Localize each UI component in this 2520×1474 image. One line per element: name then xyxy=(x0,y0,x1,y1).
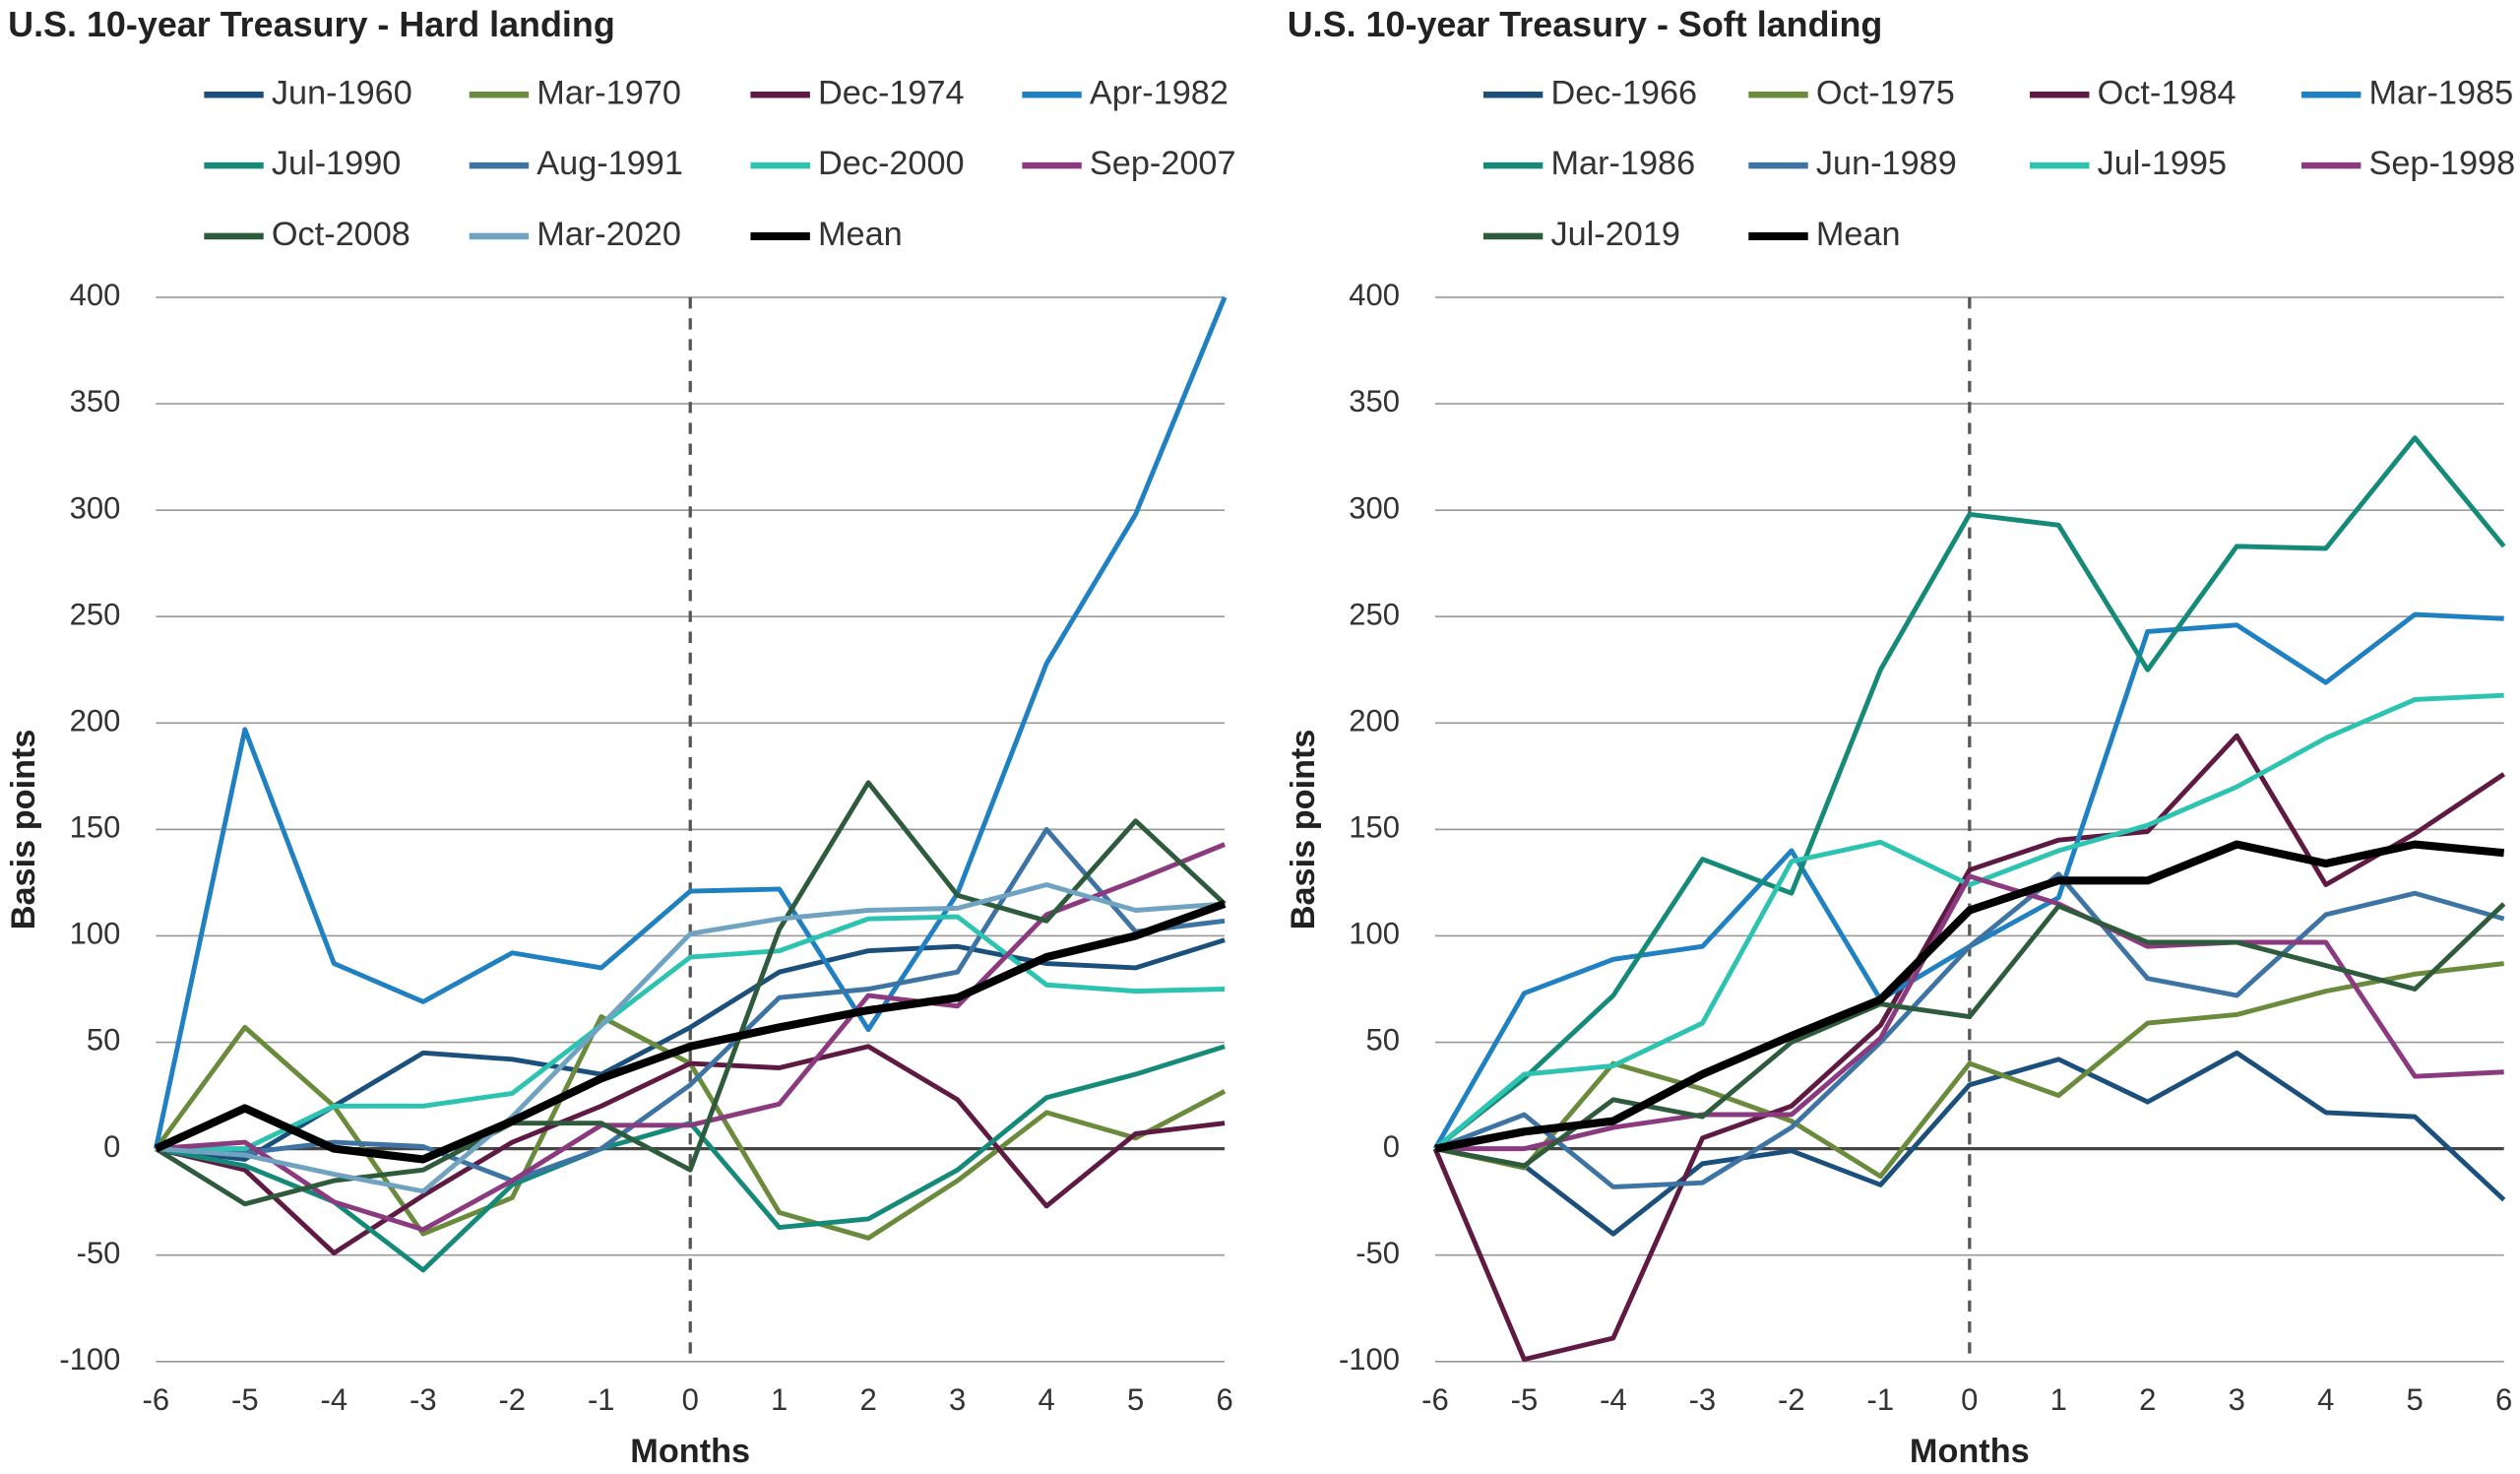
y-tick-label: 150 xyxy=(1349,810,1400,845)
legend-label: Oct-1984 xyxy=(2098,74,2236,111)
x-tick-label: -3 xyxy=(1689,1382,1717,1417)
x-tick-label: 1 xyxy=(2050,1382,2067,1417)
y-tick-label: 400 xyxy=(1349,278,1400,312)
legend-label: Mar-1985 xyxy=(2369,74,2514,111)
legend-label: Dec-1966 xyxy=(1551,74,1698,111)
legend-label: Oct-2008 xyxy=(272,216,410,253)
legend-label: Sep-1998 xyxy=(2369,145,2516,182)
legend-label: Jun-1989 xyxy=(1816,145,1957,182)
series-line xyxy=(1434,1050,2506,1237)
series-line xyxy=(1434,873,2504,1152)
x-tick-label: -4 xyxy=(321,1382,348,1417)
y-tick-label: -50 xyxy=(1355,1236,1400,1270)
y-tick-label: 350 xyxy=(70,384,121,418)
x-tick-label: -1 xyxy=(1867,1382,1895,1417)
y-tick-label: -50 xyxy=(77,1236,121,1270)
x-tick-label: 5 xyxy=(2407,1382,2424,1417)
series-line xyxy=(155,1044,1226,1256)
series-line xyxy=(153,296,1228,1150)
x-tick-label: -2 xyxy=(498,1382,526,1417)
series-line xyxy=(156,914,1226,1152)
y-tick-label: 200 xyxy=(1349,703,1400,737)
x-tick-label: 3 xyxy=(949,1382,966,1417)
legend-label: Sep-2007 xyxy=(1090,145,1236,182)
x-tick-label: 0 xyxy=(682,1382,699,1417)
y-tick-label: 150 xyxy=(70,810,121,845)
legend-label: Jul-2019 xyxy=(1551,216,1680,253)
legend-label: Mean xyxy=(1816,216,1901,253)
legend-label: Jul-1995 xyxy=(2098,145,2227,182)
y-tick-label: -100 xyxy=(59,1342,120,1377)
legend-label: Jul-1990 xyxy=(272,145,401,182)
legend-label: Dec-2000 xyxy=(818,145,965,182)
x-tick-label: 3 xyxy=(2229,1382,2245,1417)
y-tick-label: 50 xyxy=(1366,1023,1401,1057)
x-tick-label: 1 xyxy=(771,1382,788,1417)
x-tick-label: -5 xyxy=(231,1382,259,1417)
y-tick-label: 250 xyxy=(1349,597,1400,631)
legend-label: Mar-2020 xyxy=(536,216,681,253)
x-axis-label: Months xyxy=(630,1433,750,1470)
x-tick-label: -2 xyxy=(1778,1382,1805,1417)
x-tick-label: -5 xyxy=(1511,1382,1539,1417)
x-tick-label: 0 xyxy=(1961,1382,1978,1417)
y-tick-label: 200 xyxy=(70,703,121,737)
series-line xyxy=(1434,902,2506,1169)
y-axis-label: Basis points xyxy=(1285,730,1322,930)
y-axis-label: Basis points xyxy=(5,730,42,930)
series-line xyxy=(154,900,1227,1164)
y-tick-label: 350 xyxy=(1349,384,1400,418)
y-tick-label: 250 xyxy=(70,597,121,631)
legend-label: Apr-1982 xyxy=(1090,74,1228,111)
legend-label: Mar-1986 xyxy=(1551,145,1696,182)
series-line xyxy=(156,826,1226,1184)
y-tick-label: -100 xyxy=(1339,1342,1400,1377)
series-line xyxy=(1433,435,2506,1151)
x-tick-label: -4 xyxy=(1600,1382,1627,1417)
chart-panel: U.S. 10-year Treasury - Soft landing-100… xyxy=(1285,4,2515,1470)
x-tick-label: 6 xyxy=(2495,1382,2512,1417)
legend-label: Dec-1974 xyxy=(818,74,965,111)
series-line xyxy=(1432,733,2506,1363)
y-tick-label: 100 xyxy=(70,917,121,951)
y-tick-label: 300 xyxy=(1349,490,1400,525)
y-tick-label: 300 xyxy=(70,490,121,525)
y-tick-label: 50 xyxy=(87,1023,121,1057)
x-tick-label: 4 xyxy=(1039,1382,1055,1417)
series-line xyxy=(155,780,1227,1207)
x-tick-label: -1 xyxy=(588,1382,615,1417)
series-line xyxy=(156,842,1227,1233)
chart-panel: U.S. 10-year Treasury - Hard landing-100… xyxy=(5,4,1235,1470)
legend-label: Aug-1991 xyxy=(536,145,683,182)
x-tick-label: 4 xyxy=(2317,1382,2334,1417)
legend-label: Oct-1975 xyxy=(1816,74,1955,111)
x-axis-label: Months xyxy=(1910,1433,2030,1470)
x-tick-label: -6 xyxy=(1421,1382,1449,1417)
series-line xyxy=(156,882,1226,1194)
series-line xyxy=(1433,692,2504,1151)
legend-label: Mar-1970 xyxy=(536,74,681,111)
x-tick-label: -3 xyxy=(410,1382,437,1417)
legend-label: Jun-1960 xyxy=(272,74,412,111)
y-tick-label: 400 xyxy=(70,278,121,312)
series-line xyxy=(1434,871,2505,1189)
chart-title: U.S. 10-year Treasury - Hard landing xyxy=(8,4,615,44)
x-tick-label: -6 xyxy=(143,1382,170,1417)
y-tick-label: 100 xyxy=(1349,917,1400,951)
x-tick-label: 2 xyxy=(2139,1382,2156,1417)
x-tick-label: 6 xyxy=(1216,1382,1232,1417)
legend-label: Mean xyxy=(818,216,903,253)
y-tick-label: 0 xyxy=(103,1129,120,1164)
y-tick-label: 0 xyxy=(1383,1129,1400,1164)
x-tick-label: 2 xyxy=(860,1382,877,1417)
x-tick-label: 5 xyxy=(1127,1382,1144,1417)
series-line xyxy=(1434,840,2505,1153)
chart-title: U.S. 10-year Treasury - Soft landing xyxy=(1288,4,1883,44)
